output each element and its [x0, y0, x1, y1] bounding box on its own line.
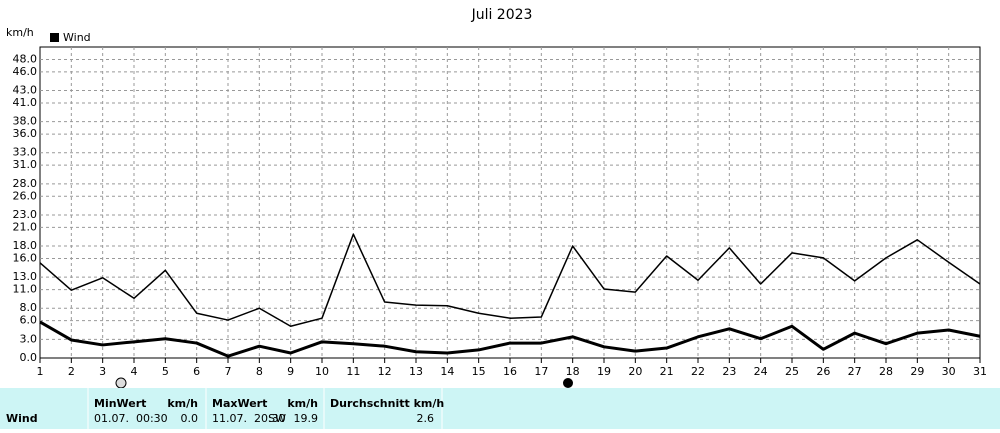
plot: 0.0 3.0 6.08.0 11.013.0 16.018.0 21.023.0 26.0… — [13, 47, 987, 378]
max-value: 19.9 — [294, 412, 319, 425]
y-tick-label: 16.0 — [13, 251, 38, 264]
series-line — [39, 233, 981, 328]
x-tick-label: 7 — [225, 365, 232, 378]
y-tick-label: 31.0 — [13, 158, 38, 171]
y-tick-label: 28.0 — [13, 177, 38, 190]
x-tick-label: 30 — [942, 365, 956, 378]
x-tick-label: 5 — [162, 365, 169, 378]
x-tick-label: 17 — [534, 365, 548, 378]
y-tick-label: 21.0 — [13, 220, 38, 233]
min-time: 01.07. 00:30 — [94, 412, 168, 425]
x-tick-label: 10 — [315, 365, 329, 378]
y-tick-label: 8.0 — [20, 301, 38, 314]
y-tick-label: 41.0 — [13, 96, 38, 109]
y-tick-label: 36.0 — [13, 127, 38, 140]
y-tick-label: 11.0 — [13, 283, 38, 296]
min-header: MinWert — [94, 397, 146, 410]
x-tick-label: 27 — [848, 365, 862, 378]
x-tick-label: 12 — [378, 365, 392, 378]
x-tick-label: 23 — [722, 365, 736, 378]
x-tick-label: 13 — [409, 365, 423, 378]
avg-value: 2.6 — [417, 412, 435, 425]
x-tick-label: 22 — [691, 365, 705, 378]
x-tick-label: 26 — [816, 365, 830, 378]
x-tick-label: 15 — [472, 365, 486, 378]
x-tick-label: 2 — [68, 365, 75, 378]
legend-label: Wind — [63, 31, 91, 44]
y-tick-label: 43.0 — [13, 84, 38, 97]
x-tick-label: 11 — [346, 365, 360, 378]
table-lines — [87, 388, 443, 429]
x-tick-label: 1 — [37, 365, 44, 378]
x-tick-label: 14 — [440, 365, 454, 378]
x-tick-label: 28 — [879, 365, 893, 378]
y-tick-label: 0.0 — [20, 351, 38, 364]
y-tick-label: 46.0 — [13, 65, 38, 78]
y-axis-label: km/h — [6, 26, 34, 39]
legend-swatch — [50, 33, 59, 42]
min-unit: km/h — [167, 397, 198, 410]
chart-title: Juli 2023 — [471, 7, 533, 23]
x-tick-label: 6 — [193, 365, 200, 378]
moon-icon — [115, 377, 127, 389]
x-tick-label: 24 — [754, 365, 768, 378]
x-tick-label: 19 — [597, 365, 611, 378]
y-tick-label: 18.0 — [13, 239, 38, 252]
x-tick-label: 29 — [910, 365, 924, 378]
max-direction: SW — [268, 412, 286, 425]
max-header: MaxWert — [212, 397, 267, 410]
x-tick-label: 20 — [628, 365, 642, 378]
avg-header: Durchschnitt km/h — [330, 397, 444, 410]
y-tick-label: 26.0 — [13, 189, 38, 202]
y-tick-label: 13.0 — [13, 270, 38, 283]
x-tick-label: 3 — [99, 365, 106, 378]
x-tick-label: 16 — [503, 365, 517, 378]
max-time: 11.07. 20:30 — [212, 412, 286, 425]
table-bg — [0, 388, 1000, 429]
x-tick-label: 8 — [256, 365, 263, 378]
y-tick-label: 48.0 — [13, 52, 38, 65]
x-tick-label: 18 — [566, 365, 580, 378]
x-tick-label: 25 — [785, 365, 799, 378]
series-line — [39, 320, 981, 358]
y-tick-label: 3.0 — [20, 332, 38, 345]
min-value: 0.0 — [181, 412, 199, 425]
x-tick-label: 4 — [131, 365, 138, 378]
moon-icon — [563, 378, 573, 388]
y-tick-label: 23.0 — [13, 208, 38, 221]
x-tick-label: 9 — [287, 365, 294, 378]
x-tick-label: 31 — [973, 365, 987, 378]
table-row-label: Wind — [6, 412, 38, 425]
max-unit: km/h — [287, 397, 318, 410]
y-tick-label: 6.0 — [20, 314, 38, 327]
y-tick-label: 33.0 — [13, 146, 38, 159]
x-tick-label: 21 — [660, 365, 674, 378]
y-tick-label: 38.0 — [13, 115, 38, 128]
